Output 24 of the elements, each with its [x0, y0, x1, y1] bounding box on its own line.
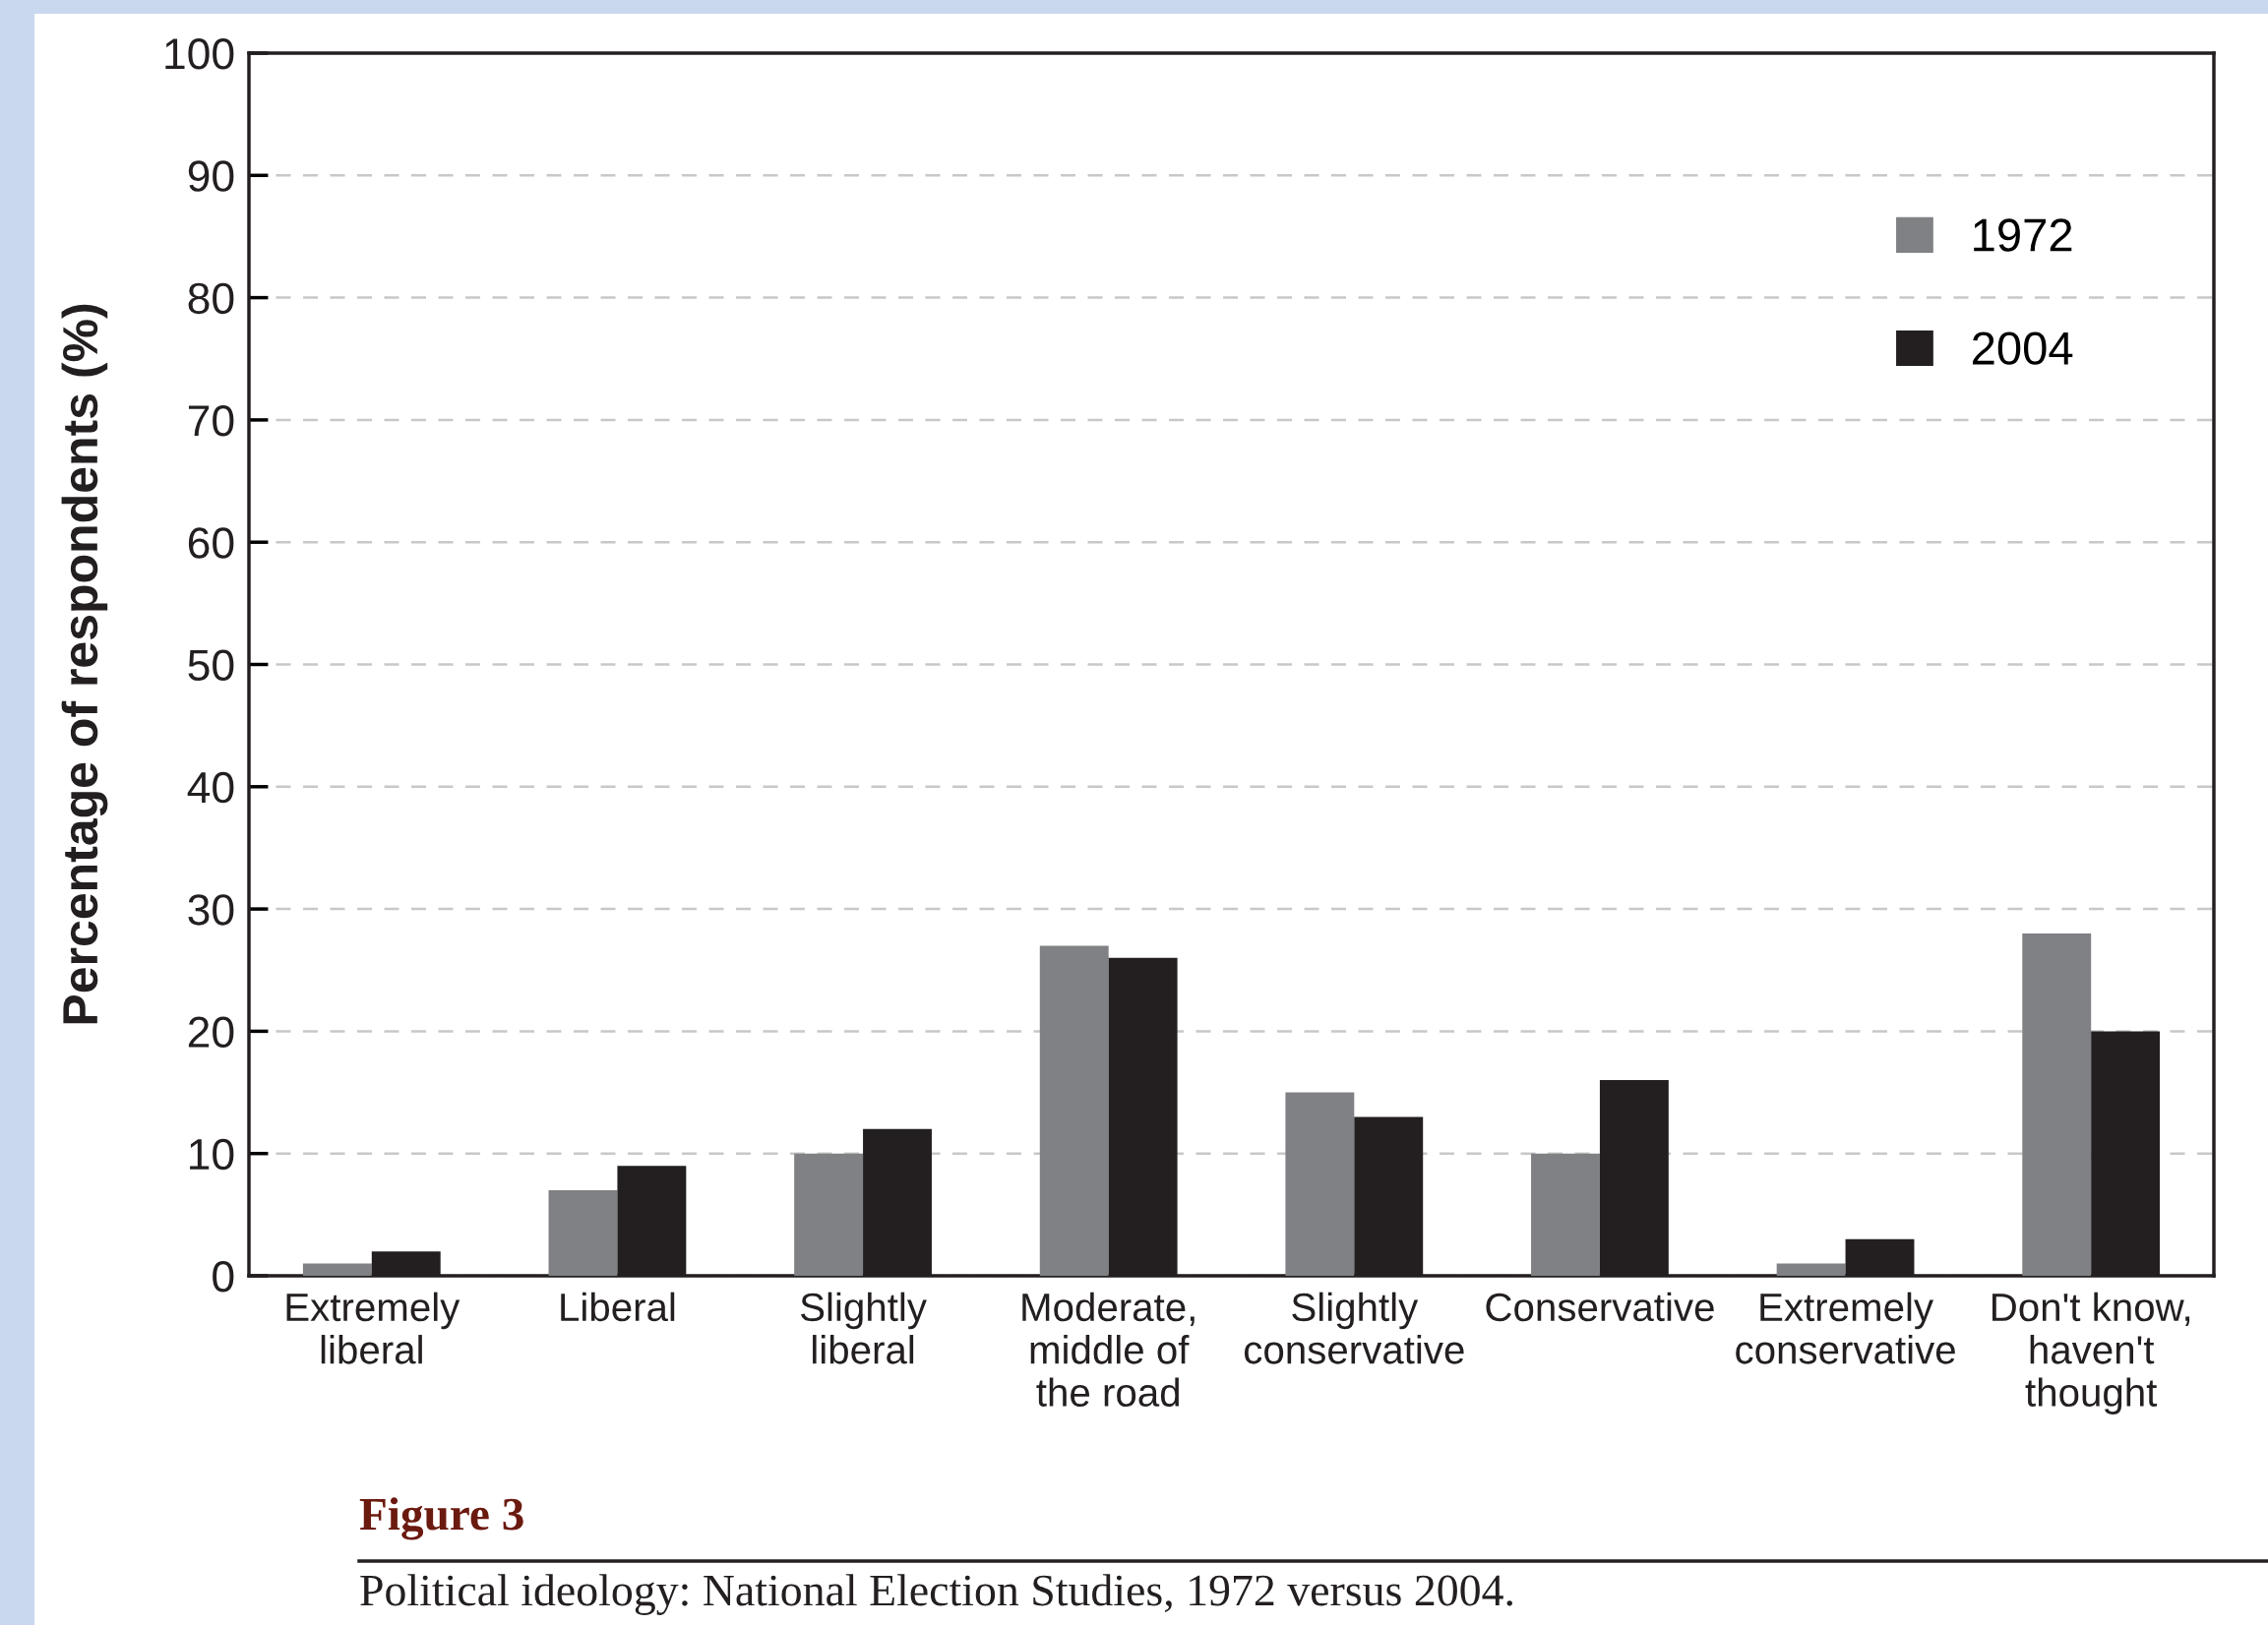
legend-label: 2004 [1972, 331, 2073, 365]
x-tick-label: Extremely conservative [1736, 1292, 1955, 1364]
y-tick-label: 80 [188, 282, 234, 315]
y-tick-label: 20 [188, 1016, 234, 1048]
x-tick-label: Slightly conservative [1244, 1292, 1464, 1364]
y-axis-title: Percentage of respondents (%) [61, 304, 108, 1024]
y-tick-label: 60 [188, 527, 234, 559]
x-tick-label: Moderate, middle of the road [1022, 1292, 1195, 1408]
y-tick-label: 0 [213, 1261, 234, 1293]
y-tick-label: 50 [188, 649, 234, 682]
caption: Figure 3 [359, 1497, 523, 1540]
text: Political ideology: National Election Studies, 1972 versus 2004. [360, 1574, 1512, 1615]
x-tick-label: Don't know, haven't thought [1992, 1292, 2190, 1414]
x-tick-label: Conservative [1486, 1292, 1714, 1322]
y-tick-label: 70 [188, 404, 234, 437]
y-tick-label: 40 [187, 771, 234, 804]
y-tick-label: 10 [190, 1138, 234, 1171]
legend-label: 1972 [1974, 218, 2072, 252]
x-tick-label: Liberal [561, 1292, 675, 1322]
y-tick-label: 90 [188, 160, 234, 192]
y-tick-label: 30 [188, 894, 234, 926]
y-tick-label: 100 [165, 38, 234, 70]
x-tick-label: Extremely liberal [286, 1292, 460, 1364]
x-tick-label: Slightly liberal [800, 1292, 927, 1364]
